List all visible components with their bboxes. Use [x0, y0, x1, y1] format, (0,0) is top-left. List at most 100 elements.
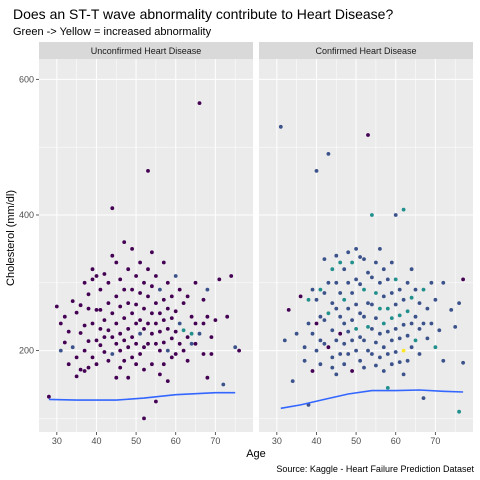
data-point	[95, 308, 99, 312]
data-point	[122, 240, 126, 244]
data-point	[210, 352, 214, 356]
data-point	[457, 410, 461, 414]
data-point	[390, 291, 394, 295]
data-point	[378, 281, 382, 285]
data-point	[386, 307, 390, 311]
data-point	[63, 341, 67, 345]
data-point	[166, 349, 170, 353]
data-point	[406, 281, 410, 285]
data-point	[138, 318, 142, 322]
data-point	[170, 337, 174, 341]
y-tick-label: 200	[19, 346, 34, 356]
data-point	[47, 395, 51, 399]
data-point	[374, 316, 378, 320]
data-point	[390, 261, 394, 265]
data-point	[186, 335, 190, 339]
data-point	[338, 332, 342, 336]
data-point	[170, 316, 174, 320]
data-point	[174, 352, 178, 356]
data-point	[311, 288, 315, 292]
data-point	[303, 345, 307, 349]
data-point	[194, 281, 198, 285]
data-point	[154, 400, 158, 404]
data-point	[122, 288, 126, 292]
facet-strip-label: Confirmed Heart Disease	[315, 46, 416, 56]
data-point	[354, 247, 358, 251]
data-point	[134, 303, 138, 307]
data-point	[426, 307, 430, 311]
data-point	[315, 298, 319, 302]
data-point	[221, 383, 225, 387]
data-point	[378, 307, 382, 311]
x-tick-label: 60	[391, 436, 401, 446]
data-point	[422, 288, 426, 292]
data-point	[418, 352, 422, 356]
data-point	[182, 328, 186, 332]
data-point	[158, 330, 162, 334]
data-point	[370, 276, 374, 280]
data-point	[150, 332, 154, 336]
data-point	[138, 352, 142, 356]
data-point	[441, 281, 445, 285]
data-point	[406, 309, 410, 313]
data-point	[330, 356, 334, 360]
data-point	[154, 322, 158, 326]
data-point	[83, 349, 87, 353]
data-point	[107, 328, 111, 332]
data-point	[334, 254, 338, 258]
data-point	[394, 278, 398, 282]
x-tick-label: 30	[52, 436, 62, 446]
data-point	[103, 335, 107, 339]
data-point	[319, 315, 323, 319]
data-point	[178, 342, 182, 346]
data-point	[303, 359, 307, 363]
data-point	[130, 247, 134, 251]
data-point	[358, 255, 362, 259]
data-point	[229, 274, 233, 278]
data-point	[390, 316, 394, 320]
data-point	[350, 261, 354, 265]
data-point	[299, 295, 303, 299]
data-point	[410, 296, 414, 300]
data-point	[449, 308, 453, 312]
data-point	[118, 349, 122, 353]
data-point	[346, 307, 350, 311]
data-point	[67, 330, 71, 334]
data-point	[382, 267, 386, 271]
data-point	[358, 311, 362, 315]
x-tick-label: 30	[272, 436, 282, 446]
data-point	[338, 291, 342, 295]
data-point	[166, 379, 170, 383]
panel-background	[259, 59, 473, 432]
data-point	[346, 352, 350, 356]
data-point	[110, 254, 114, 258]
data-point	[99, 327, 103, 331]
data-point	[370, 213, 374, 217]
data-point	[315, 322, 319, 326]
data-point	[178, 322, 182, 326]
data-point	[366, 271, 370, 275]
data-point	[402, 208, 406, 212]
data-point	[118, 278, 122, 282]
data-point	[138, 261, 142, 265]
data-point	[91, 356, 95, 360]
data-point	[158, 288, 162, 292]
data-point	[110, 352, 114, 356]
data-point	[174, 309, 178, 313]
data-point	[338, 315, 342, 319]
data-point	[114, 376, 118, 380]
data-point	[126, 376, 130, 380]
data-point	[107, 281, 111, 285]
data-point	[190, 315, 194, 319]
data-point	[414, 288, 418, 292]
data-point	[134, 274, 138, 278]
data-point	[122, 339, 126, 343]
x-tick-label: 50	[351, 436, 361, 446]
data-point	[327, 345, 331, 349]
data-point	[138, 332, 142, 336]
data-point	[162, 261, 166, 265]
data-point	[350, 318, 354, 322]
data-point	[154, 301, 158, 305]
data-point	[190, 332, 194, 336]
